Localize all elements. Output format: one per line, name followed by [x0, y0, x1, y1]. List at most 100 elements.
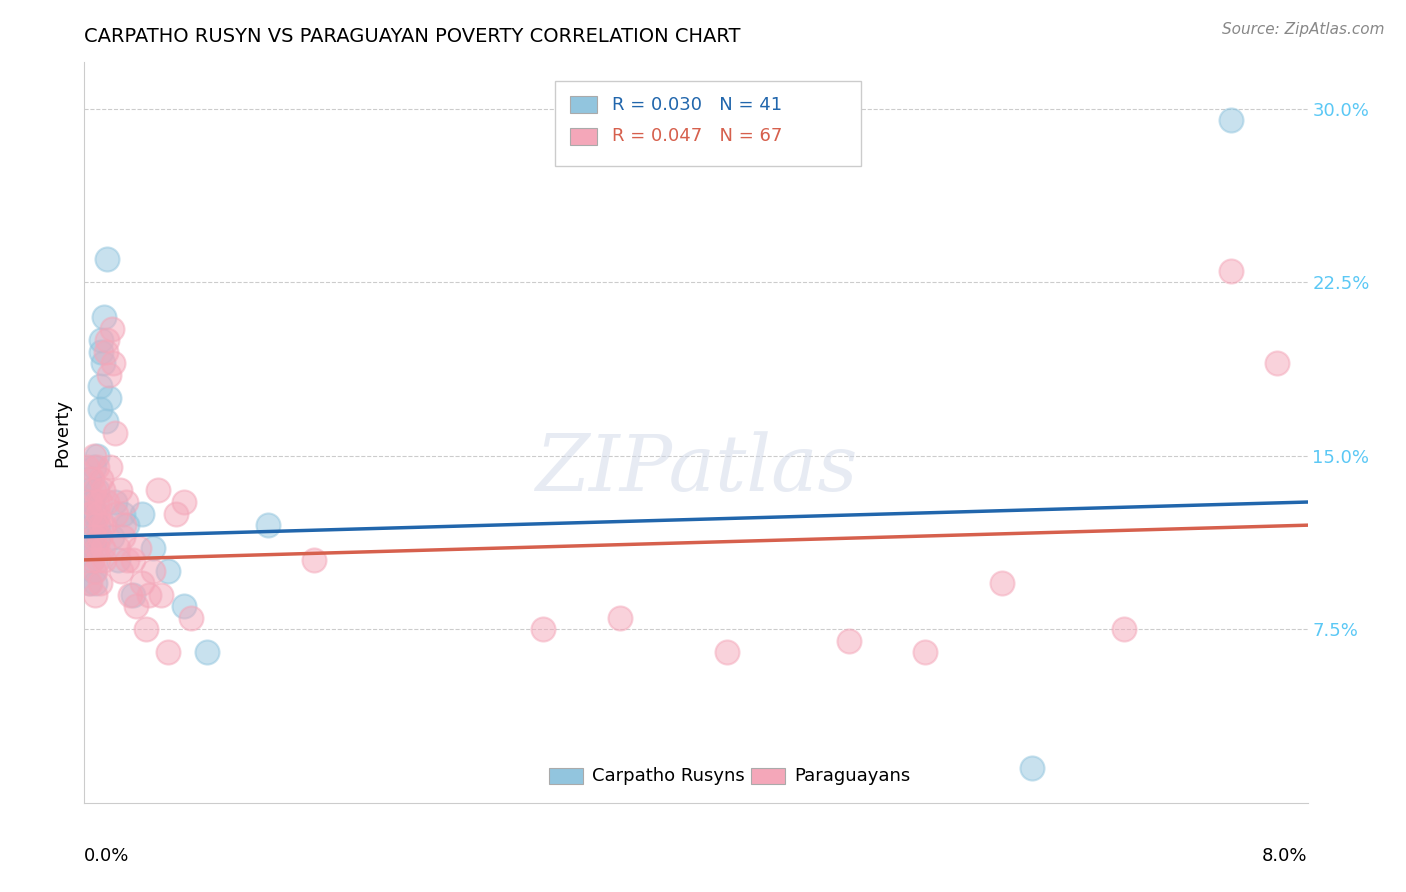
Point [91, 356, 114, 370]
Point [142, 565, 165, 579]
Point [89, 530, 111, 544]
Point [1114, 622, 1136, 636]
Point [79, 507, 101, 521]
Point [1021, 761, 1043, 775]
Text: Carpatho Rusyns: Carpatho Rusyns [592, 767, 745, 785]
Text: R = 0.030   N = 41: R = 0.030 N = 41 [612, 95, 782, 113]
Point [83, 449, 105, 463]
Point [91, 483, 114, 498]
Point [125, 599, 148, 614]
FancyBboxPatch shape [555, 81, 860, 166]
Point [716, 645, 738, 659]
Point [83, 518, 105, 533]
Point [111, 530, 134, 544]
Point [89, 495, 111, 509]
Point [114, 495, 136, 509]
Point [131, 507, 153, 521]
Text: 8.0%: 8.0% [1263, 847, 1308, 865]
Text: Paraguayans: Paraguayans [794, 767, 910, 785]
Point [80, 472, 103, 486]
Point [83, 483, 105, 498]
Point [87, 553, 110, 567]
Point [77, 541, 100, 556]
Point [104, 495, 127, 509]
Point [77, 472, 100, 486]
Point [531, 622, 554, 636]
FancyBboxPatch shape [751, 768, 786, 784]
Point [111, 507, 134, 521]
Point [84, 507, 107, 521]
Point [146, 483, 169, 498]
Text: CARPATHO RUSYN VS PARAGUAYAN POVERTY CORRELATION CHART: CARPATHO RUSYN VS PARAGUAYAN POVERTY COR… [84, 27, 741, 45]
Point [122, 553, 145, 567]
Point [195, 645, 218, 659]
Point [173, 599, 195, 614]
Point [1220, 263, 1243, 277]
Point [115, 518, 138, 533]
Point [77, 576, 100, 591]
Point [115, 553, 138, 567]
Point [101, 530, 124, 544]
Point [838, 633, 860, 648]
Point [86, 495, 108, 509]
Point [138, 588, 160, 602]
Point [914, 645, 936, 659]
Point [991, 576, 1014, 591]
Point [98, 460, 121, 475]
Point [86, 449, 108, 463]
Point [80, 553, 103, 567]
Point [84, 565, 107, 579]
Point [87, 530, 110, 544]
Point [110, 565, 132, 579]
Point [157, 565, 180, 579]
Text: R = 0.047   N = 67: R = 0.047 N = 67 [612, 128, 782, 145]
Point [77, 495, 100, 509]
Point [84, 576, 107, 591]
Point [90, 333, 112, 347]
Point [94, 414, 117, 428]
Point [89, 379, 111, 393]
FancyBboxPatch shape [569, 96, 598, 112]
Point [165, 507, 187, 521]
Point [80, 553, 103, 567]
Point [105, 507, 128, 521]
Point [79, 576, 101, 591]
Text: Source: ZipAtlas.com: Source: ZipAtlas.com [1222, 22, 1385, 37]
Point [79, 541, 101, 556]
Point [94, 344, 117, 359]
Point [86, 483, 108, 498]
Point [131, 576, 153, 591]
Point [80, 495, 103, 509]
Point [180, 610, 202, 624]
Point [103, 356, 125, 370]
Point [83, 530, 105, 544]
Y-axis label: Poverty: Poverty [53, 399, 72, 467]
Point [104, 425, 127, 440]
Point [93, 518, 115, 533]
Point [87, 507, 110, 521]
Point [86, 460, 108, 475]
Point [96, 333, 118, 347]
Point [91, 541, 114, 556]
Point [96, 252, 118, 266]
Point [86, 541, 108, 556]
FancyBboxPatch shape [550, 768, 583, 784]
Point [108, 483, 131, 498]
Point [609, 610, 631, 624]
Point [90, 344, 112, 359]
Point [79, 507, 101, 521]
Point [83, 565, 105, 579]
Point [101, 321, 124, 335]
Point [80, 530, 103, 544]
Point [257, 518, 280, 533]
Point [84, 588, 107, 602]
Point [112, 518, 135, 533]
Point [302, 553, 325, 567]
Point [128, 541, 150, 556]
Point [107, 541, 129, 556]
Point [84, 541, 107, 556]
Point [1220, 113, 1243, 128]
Point [135, 622, 157, 636]
Point [90, 518, 112, 533]
Point [76, 460, 98, 475]
